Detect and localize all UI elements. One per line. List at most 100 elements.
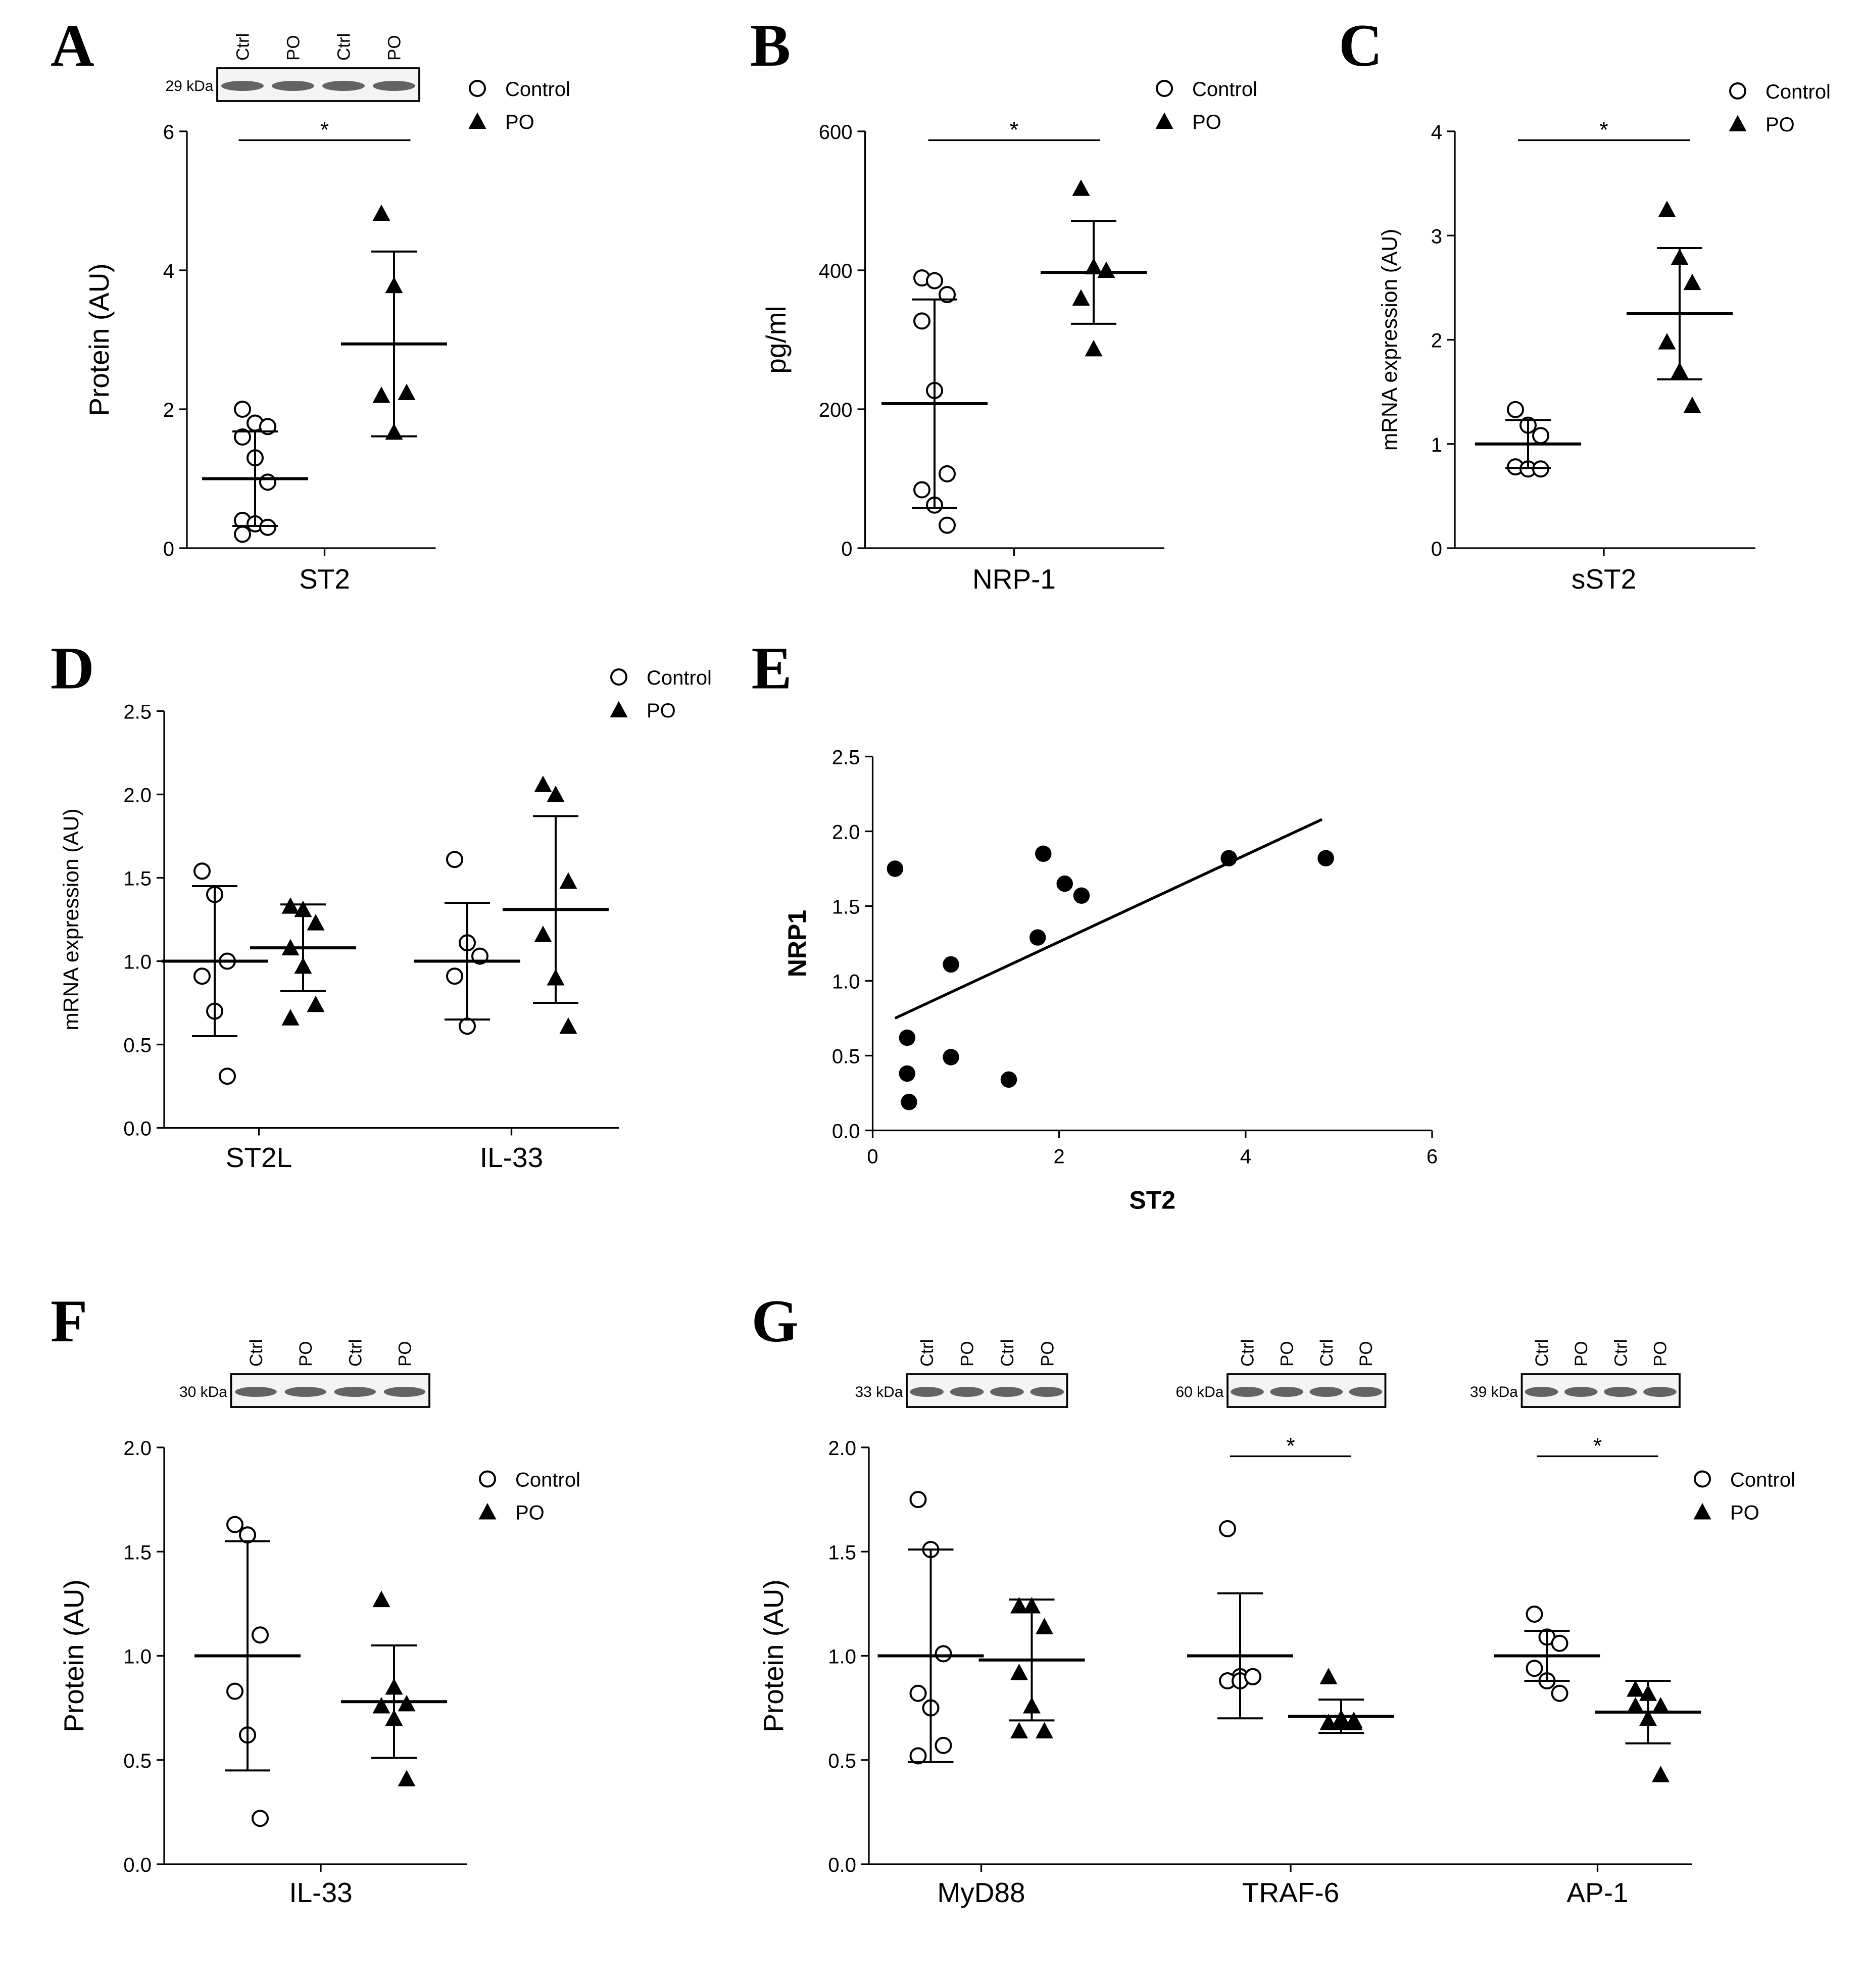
blot-lane-label: Ctrl (917, 1339, 937, 1367)
data-point (1319, 1714, 1338, 1730)
blot-lane-label: Ctrl (1532, 1339, 1552, 1367)
blot-band (1604, 1387, 1637, 1397)
category-label: TRAF-6 (1242, 1877, 1340, 1908)
blot-band (1309, 1387, 1343, 1397)
y-tick-label: 0.5 (828, 1750, 856, 1772)
data-point (926, 272, 943, 289)
data-point (252, 1626, 269, 1644)
blot-lane-label: Ctrl (1238, 1339, 1258, 1367)
blot-lane-label: PO (1572, 1341, 1591, 1367)
data-point (1056, 875, 1073, 892)
y-tick-label: 2.0 (123, 785, 152, 807)
data-point (307, 995, 325, 1012)
data-point (909, 1491, 927, 1509)
data-point (1035, 845, 1052, 862)
y-tick-label: 0.5 (123, 1750, 152, 1772)
data-point (1036, 1722, 1053, 1738)
y-tick-label: 1.5 (828, 1541, 856, 1564)
data-point (913, 312, 930, 330)
data-point (446, 851, 463, 868)
y-tick-label: 2.5 (123, 701, 152, 723)
blot-lane-label: Ctrl (346, 1339, 365, 1367)
y-tick-label: 0.5 (123, 1035, 152, 1057)
y-tick-label: 1.5 (832, 896, 860, 918)
significance-label: * (1286, 1433, 1295, 1459)
y-tick-label: 1.0 (123, 951, 152, 974)
data-point (479, 1470, 496, 1488)
data-point (939, 286, 956, 304)
data-point (547, 786, 565, 802)
y-tick-label: 1.5 (123, 1541, 152, 1564)
legend-label: Control (1730, 1469, 1795, 1491)
blot-size-label: 30 kDa (179, 1384, 227, 1400)
data-point (610, 668, 627, 686)
data-point (1694, 1470, 1711, 1488)
legend-label: PO (1765, 114, 1795, 136)
data-point (610, 701, 628, 717)
data-point (887, 860, 904, 877)
data-point (193, 967, 211, 985)
blot-band (1270, 1387, 1303, 1397)
x-tick-label: 0 (867, 1146, 878, 1168)
category-label: ST2 (299, 563, 350, 595)
data-point (935, 1645, 952, 1663)
y-axis-label: pg/ml (760, 306, 792, 374)
data-point (1729, 115, 1747, 131)
data-point (234, 525, 251, 543)
blot-size-label: 29 kDa (165, 78, 213, 94)
x-axis-label: ST2 (1129, 1186, 1175, 1215)
data-point (1627, 1697, 1644, 1714)
y-tick-label: 4 (1431, 121, 1442, 143)
blot-band (950, 1387, 984, 1397)
blot-band (990, 1387, 1024, 1397)
category-label: NRP-1 (972, 563, 1056, 595)
y-axis-label: Protein (AU) (83, 263, 115, 416)
data-point (1345, 1714, 1363, 1730)
data-point (234, 428, 251, 446)
blot-lane-label: Ctrl (1317, 1339, 1337, 1367)
data-point (478, 1503, 497, 1520)
blot-lane-label: PO (296, 1341, 316, 1367)
category-label: sST2 (1572, 563, 1636, 595)
data-point (943, 956, 959, 973)
panel-letter: G (752, 1287, 799, 1354)
blot-band (235, 1387, 277, 1397)
blot-lane-label: Ctrl (998, 1339, 1017, 1367)
x-tick-label: 4 (1240, 1146, 1251, 1168)
blot-lane-label: PO (958, 1341, 977, 1367)
y-tick-label: 6 (163, 121, 174, 143)
y-tick-label: 200 (819, 399, 853, 421)
data-point (909, 1747, 927, 1765)
legend-label: Control (515, 1469, 580, 1491)
blot-band (284, 1387, 326, 1397)
y-axis-label: NRP1 (783, 910, 811, 977)
data-point (1658, 333, 1676, 350)
y-axis-label: Protein (AU) (758, 1579, 789, 1732)
category-label: AP-1 (1566, 1877, 1628, 1908)
data-point (281, 1009, 300, 1026)
blot-band (910, 1387, 944, 1397)
significance-label: * (320, 117, 329, 143)
data-point (901, 1094, 917, 1110)
data-point (534, 775, 552, 792)
blot-lane-label: Ctrl (1611, 1339, 1631, 1367)
blot-size-label: 39 kDa (1470, 1384, 1518, 1400)
legend-label: PO (515, 1502, 545, 1524)
blot-lane-label: Ctrl (233, 33, 253, 61)
blot-band (272, 81, 314, 91)
blot-band (334, 1387, 376, 1397)
data-point (1010, 1722, 1028, 1738)
blot-band (1231, 1387, 1264, 1397)
y-tick-label: 2.5 (832, 747, 860, 769)
data-point (559, 1017, 577, 1034)
panel-letter: D (51, 635, 94, 702)
x-tick-label: 2 (1054, 1146, 1065, 1168)
data-point (1627, 1680, 1644, 1697)
legend-label: PO (647, 700, 676, 722)
data-point (1683, 396, 1701, 413)
blot-band (322, 81, 365, 91)
data-point (1652, 1766, 1670, 1782)
category-label: IL-33 (289, 1877, 352, 1908)
